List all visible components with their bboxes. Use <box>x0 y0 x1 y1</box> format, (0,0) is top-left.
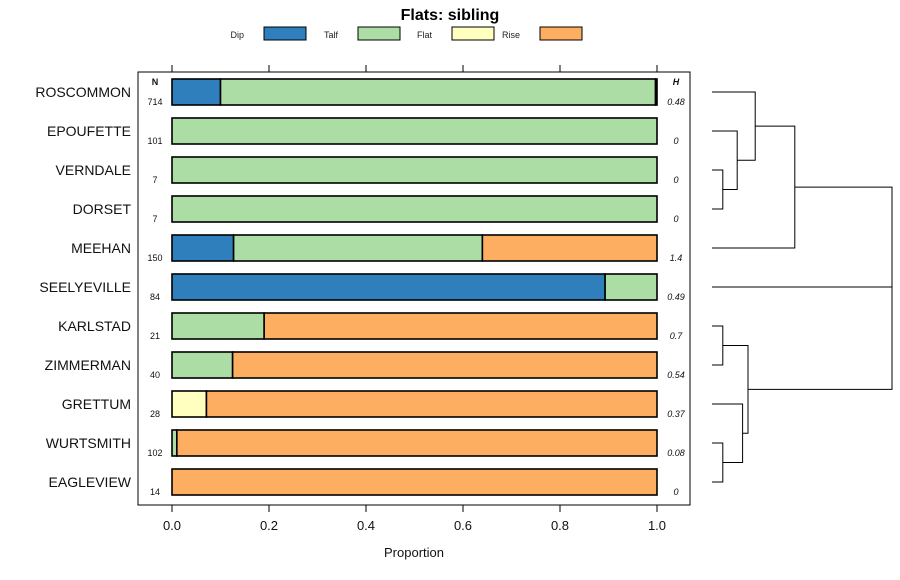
n-value: 21 <box>150 331 160 341</box>
bar-row-dorset: DORSET 7 0 <box>73 195 679 224</box>
bar-segment-rise <box>481 234 658 262</box>
bar-segment-talf <box>219 78 657 106</box>
n-value: 14 <box>150 487 160 497</box>
n-value: 714 <box>147 97 162 107</box>
bar-row-meehan: MEEHAN 150 1.4 <box>71 234 683 263</box>
bar-row-grettum: GRETTUM 28 0.37 <box>62 390 686 419</box>
dendrogram-link <box>722 345 749 434</box>
site-label: VERNDALE <box>56 162 131 178</box>
bar-row-verndale: VERNDALE 7 0 <box>56 156 679 185</box>
site-label: WURTSMITH <box>46 435 131 451</box>
legend-swatch-talf <box>357 26 401 41</box>
bar-segment-talf <box>232 234 484 262</box>
bar-segment-rise <box>205 390 658 418</box>
dendrogram-link <box>712 169 724 210</box>
dendrogram-link <box>712 91 756 161</box>
legend: Dip Talf Flat Rise <box>230 26 583 41</box>
bar-segment-flat <box>171 390 208 418</box>
n-value: 7 <box>152 214 157 224</box>
bar-segment-talf <box>171 195 658 223</box>
bar-segment-rise <box>231 351 658 379</box>
site-label: ROSCOMMON <box>35 84 131 100</box>
bar-row-karlstad: KARLSTAD 21 0.7 <box>58 312 684 341</box>
h-value: 0 <box>673 136 678 146</box>
n-value: 28 <box>150 409 160 419</box>
bar-segment-rise <box>171 468 658 496</box>
bar-segment-rise <box>176 429 658 457</box>
dendrogram-link <box>712 125 796 249</box>
x-tick-label: 1.0 <box>648 518 666 533</box>
n-value: 102 <box>147 448 162 458</box>
n-value: 84 <box>150 292 160 302</box>
legend-label-dip: Dip <box>230 30 244 40</box>
dendrogram-link <box>748 186 893 390</box>
x-tick-label: 0.6 <box>454 518 472 533</box>
h-value: 0.49 <box>667 292 685 302</box>
dendrogram <box>712 91 893 483</box>
legend-label-talf: Talf <box>324 30 339 40</box>
n-value: 150 <box>147 253 162 263</box>
h-column-header: H <box>673 77 680 87</box>
n-column-header: N <box>152 77 159 87</box>
legend-label-flat: Flat <box>417 30 433 40</box>
legend-swatch-rise <box>539 26 583 41</box>
x-tick-label: 0.2 <box>260 518 278 533</box>
h-value: 0.37 <box>667 409 686 419</box>
bar-segment-dip <box>171 78 222 106</box>
bar-segment-talf <box>171 351 234 379</box>
h-value: 1.4 <box>670 253 683 263</box>
n-value: 40 <box>150 370 160 380</box>
bar-row-seelyeville: SEELYEVILLE 84 0.49 <box>39 273 685 302</box>
bar-segment-talf <box>604 273 658 301</box>
n-value: 101 <box>147 136 162 146</box>
h-value: 0.7 <box>670 331 684 341</box>
bar-row-eagleview: EAGLEVIEW 14 0 <box>49 468 679 497</box>
dendrogram-link <box>712 325 724 366</box>
x-axis: 0.0 0.2 0.4 0.6 0.8 1.0 <box>163 505 666 533</box>
legend-swatch-dip <box>263 26 307 41</box>
dendrogram-link <box>712 403 744 463</box>
top-axis <box>171 65 658 72</box>
site-label: SEELYEVILLE <box>39 279 131 295</box>
x-tick-label: 0.8 <box>551 518 569 533</box>
bar-row-roscommon: ROSCOMMON 714 0.48 <box>35 78 685 107</box>
x-axis-label: Proportion <box>384 545 444 560</box>
h-value: 0.54 <box>667 370 685 380</box>
plot-frame <box>137 71 691 506</box>
bar-segment-talf <box>171 156 658 184</box>
bar-segment-rise <box>263 312 658 340</box>
site-label: EPOUFETTE <box>47 123 131 139</box>
legend-label-rise: Rise <box>502 30 520 40</box>
bar-segment-talf <box>171 312 265 340</box>
bar-row-zimmerman: ZIMMERMAN 40 0.54 <box>45 351 685 380</box>
h-value: 0.48 <box>667 97 685 107</box>
chart-title: Flats: sibling <box>401 7 500 24</box>
legend-swatch-flat <box>451 26 495 41</box>
n-value: 7 <box>152 175 157 185</box>
bar-segment-dip <box>171 234 235 262</box>
site-label: DORSET <box>73 201 132 217</box>
site-label: GRETTUM <box>62 396 131 412</box>
bar-row-epoufette: EPOUFETTE 101 0 <box>47 117 679 146</box>
bar-segment-rise <box>654 78 658 106</box>
bar-row-wurtsmith: WURTSMITH 102 0.08 <box>46 429 685 458</box>
site-label: ZIMMERMAN <box>45 357 131 373</box>
h-value: 0 <box>673 214 678 224</box>
x-tick-label: 0.4 <box>357 518 375 533</box>
site-label: KARLSTAD <box>58 318 131 334</box>
dendrogram-link <box>712 442 724 483</box>
site-label: EAGLEVIEW <box>49 474 132 490</box>
bar-segment-dip <box>171 273 606 301</box>
x-tick-label: 0.0 <box>163 518 181 533</box>
dendrogram-link <box>712 130 738 190</box>
h-value: 0 <box>673 175 678 185</box>
site-label: MEEHAN <box>71 240 131 256</box>
h-value: 0.08 <box>667 448 685 458</box>
h-value: 0 <box>673 487 678 497</box>
bar-segment-talf <box>171 117 658 145</box>
